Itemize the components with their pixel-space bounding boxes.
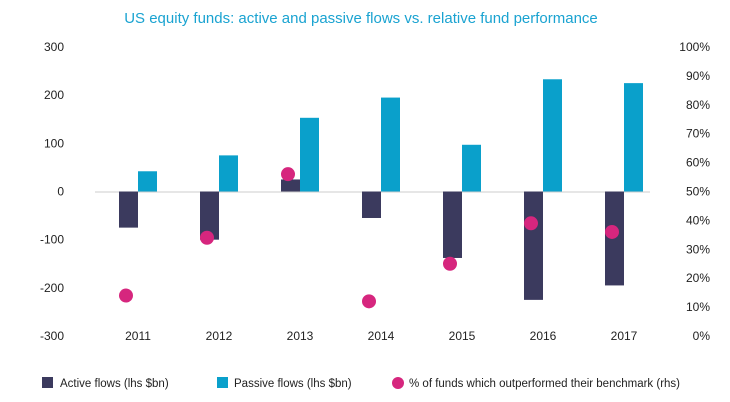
legend: Active flows (lhs $bn) Passive flows (lhs… [42, 377, 680, 390]
outperform-dot [524, 216, 538, 231]
right-tick-label: 70% [686, 127, 710, 141]
legend-swatch [217, 377, 228, 388]
passive-flow-bar [624, 83, 643, 192]
bars-group [119, 79, 643, 300]
left-tick-label: -100 [40, 233, 64, 247]
x-tick-label: 2017 [611, 329, 638, 343]
left-tick-label: -200 [40, 281, 64, 295]
left-tick-label: 100 [44, 136, 64, 150]
legend-label: Passive flows (lhs $bn) [234, 378, 352, 390]
x-tick-label: 2011 [125, 329, 151, 343]
dots-group [119, 167, 619, 309]
legend-swatch [42, 377, 53, 388]
right-axis-ticks: 100% 90% 80% 70% 60% 50% 40% 30% 20% 10% 0% [679, 40, 710, 343]
passive-flow-bar [462, 144, 481, 192]
passive-flow-bar [381, 97, 400, 192]
x-axis-ticks: 2011 2012 2013 2014 2015 2016 2017 [125, 329, 638, 343]
right-tick-label: 90% [686, 69, 710, 83]
outperform-dot [605, 224, 619, 239]
x-tick-label: 2013 [287, 329, 314, 343]
left-axis-ticks: 300 200 100 0 -100 -200 -300 [40, 40, 64, 343]
right-tick-label: 80% [686, 98, 710, 112]
active-flow-bar [362, 191, 381, 218]
outperform-dot [281, 167, 295, 182]
x-tick-label: 2014 [368, 329, 395, 343]
legend-label: % of funds which outperformed their benc… [409, 378, 680, 390]
passive-flow-bar [219, 155, 238, 192]
left-tick-label: -300 [40, 329, 64, 343]
outperform-dot [200, 230, 214, 245]
active-flow-bar [200, 191, 219, 240]
active-flow-bar [119, 191, 138, 228]
passive-flow-bar [543, 79, 562, 192]
right-tick-label: 40% [686, 213, 710, 227]
right-tick-label: 0% [693, 329, 711, 343]
right-tick-label: 50% [686, 185, 710, 199]
outperform-dot [362, 294, 376, 309]
left-tick-label: 300 [44, 40, 64, 54]
active-flow-bar [443, 191, 462, 258]
passive-flow-bar [300, 117, 319, 192]
right-tick-label: 10% [686, 300, 710, 314]
left-tick-label: 200 [44, 88, 64, 102]
chart-title: US equity funds: active and passive flow… [124, 10, 598, 27]
right-tick-label: 100% [679, 40, 710, 54]
outperform-dot [119, 288, 133, 303]
right-tick-label: 20% [686, 271, 710, 285]
legend-label: Active flows (lhs $bn) [60, 378, 169, 390]
right-tick-label: 60% [686, 156, 710, 170]
left-tick-label: 0 [57, 185, 64, 199]
legend-swatch [392, 377, 404, 389]
x-tick-label: 2012 [206, 329, 233, 343]
right-tick-label: 30% [686, 242, 710, 256]
active-flow-bar [281, 179, 300, 192]
outperform-dot [443, 256, 457, 271]
active-flow-bar [524, 191, 543, 300]
passive-flow-bar [138, 171, 157, 192]
x-tick-label: 2016 [530, 329, 557, 343]
x-tick-label: 2015 [449, 329, 476, 343]
